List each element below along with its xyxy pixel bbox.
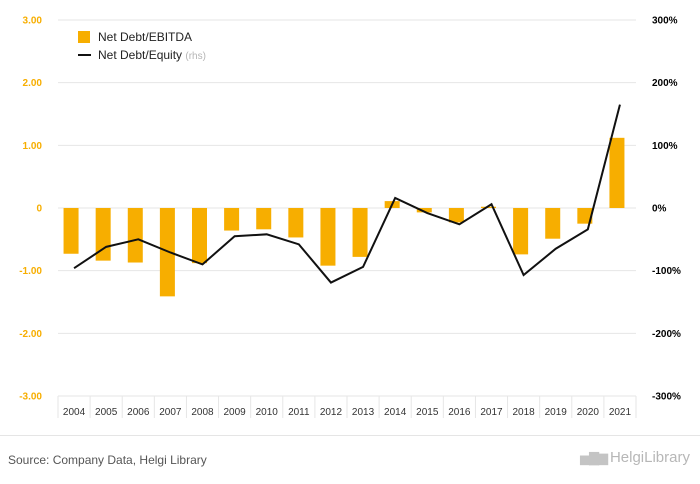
x-axis-tick-label: 2008: [191, 407, 214, 418]
right-axis-tick-label: 100%: [652, 141, 678, 152]
x-axis-tick-label: 2017: [480, 407, 503, 418]
bar: [481, 206, 496, 208]
x-axis-tick-label: 2006: [127, 407, 150, 418]
x-axis-tick-label: 2019: [545, 407, 568, 418]
x-axis-tick-label: 2009: [223, 407, 246, 418]
x-axis-tick-label: 2018: [512, 407, 535, 418]
left-axis-tick-label: -3.00: [19, 392, 42, 403]
right-axis-tick-label: 300%: [652, 16, 678, 27]
bar: [352, 208, 368, 257]
x-axis-tick-label: 2012: [320, 407, 343, 418]
x-axis-tick-label: 2005: [95, 407, 118, 418]
bar: [609, 137, 625, 208]
bar: [224, 208, 240, 231]
bar: [513, 208, 529, 255]
bar: [448, 208, 464, 223]
x-axis-tick-label: 2011: [288, 407, 310, 418]
x-axis-tick-label: 2021: [609, 407, 632, 418]
left-axis-tick-label: -1.00: [19, 266, 42, 277]
bar: [577, 208, 593, 224]
bar: [288, 208, 304, 238]
legend-rhs-note: (rhs): [185, 51, 206, 62]
x-axis-tick-label: 2020: [577, 407, 600, 418]
helgi-library-logo[interactable]: ▅▇▆ HelgiLibrary: [580, 449, 690, 466]
x-axis-tick-label: 2010: [256, 407, 279, 418]
bar: [63, 208, 79, 254]
left-axis-tick-label: -2.00: [19, 329, 42, 340]
right-axis-tick-label: -300%: [652, 392, 681, 403]
legend-label-net-debt-equity: Net Debt/Equity (rhs): [98, 48, 206, 62]
right-axis-tick-label: -200%: [652, 329, 681, 340]
footer: Source: Company Data, Helgi Library ▅▇▆ …: [0, 435, 700, 484]
x-axis-tick-label: 2014: [384, 407, 407, 418]
left-axis-tick-label: 2.00: [23, 78, 43, 89]
chart-svg: -3.00 -2.00 -1.00 0 1.00 2.00 3.00 -300% -200% -1…: [19, 16, 681, 418]
right-axis-tick-label: -100%: [652, 266, 681, 277]
source-note: Source: Company Data, Helgi Library: [8, 453, 207, 467]
right-axis-tick-label: 0%: [652, 204, 667, 215]
bar: [127, 208, 143, 263]
bar: [192, 208, 207, 264]
bar: [320, 208, 336, 266]
bar: [256, 208, 272, 230]
x-axis-tick-label: 2004: [63, 407, 86, 418]
bar: [545, 208, 561, 239]
left-axis-tick-label: 3.00: [23, 16, 43, 27]
x-axis-tick-label: 2015: [416, 407, 439, 418]
x-axis-tick-label: 2013: [352, 407, 375, 418]
logo-text: HelgiLibrary: [609, 449, 690, 466]
legend-swatch-bar: [78, 31, 90, 43]
legend-label-net-debt-ebitda: Net Debt/EBITDA: [98, 30, 192, 44]
left-axis-tick-label: 1.00: [23, 141, 43, 152]
x-axis-tick-label: 2016: [448, 407, 471, 418]
right-axis-tick-label: 200%: [652, 78, 678, 89]
x-axis-tick-label: 2007: [159, 407, 182, 418]
library-icon: ▅▇▆: [579, 449, 608, 465]
bar: [416, 208, 432, 213]
left-axis-tick-label: 0: [36, 204, 42, 215]
line-series-net-debt-equity: [73, 104, 621, 284]
